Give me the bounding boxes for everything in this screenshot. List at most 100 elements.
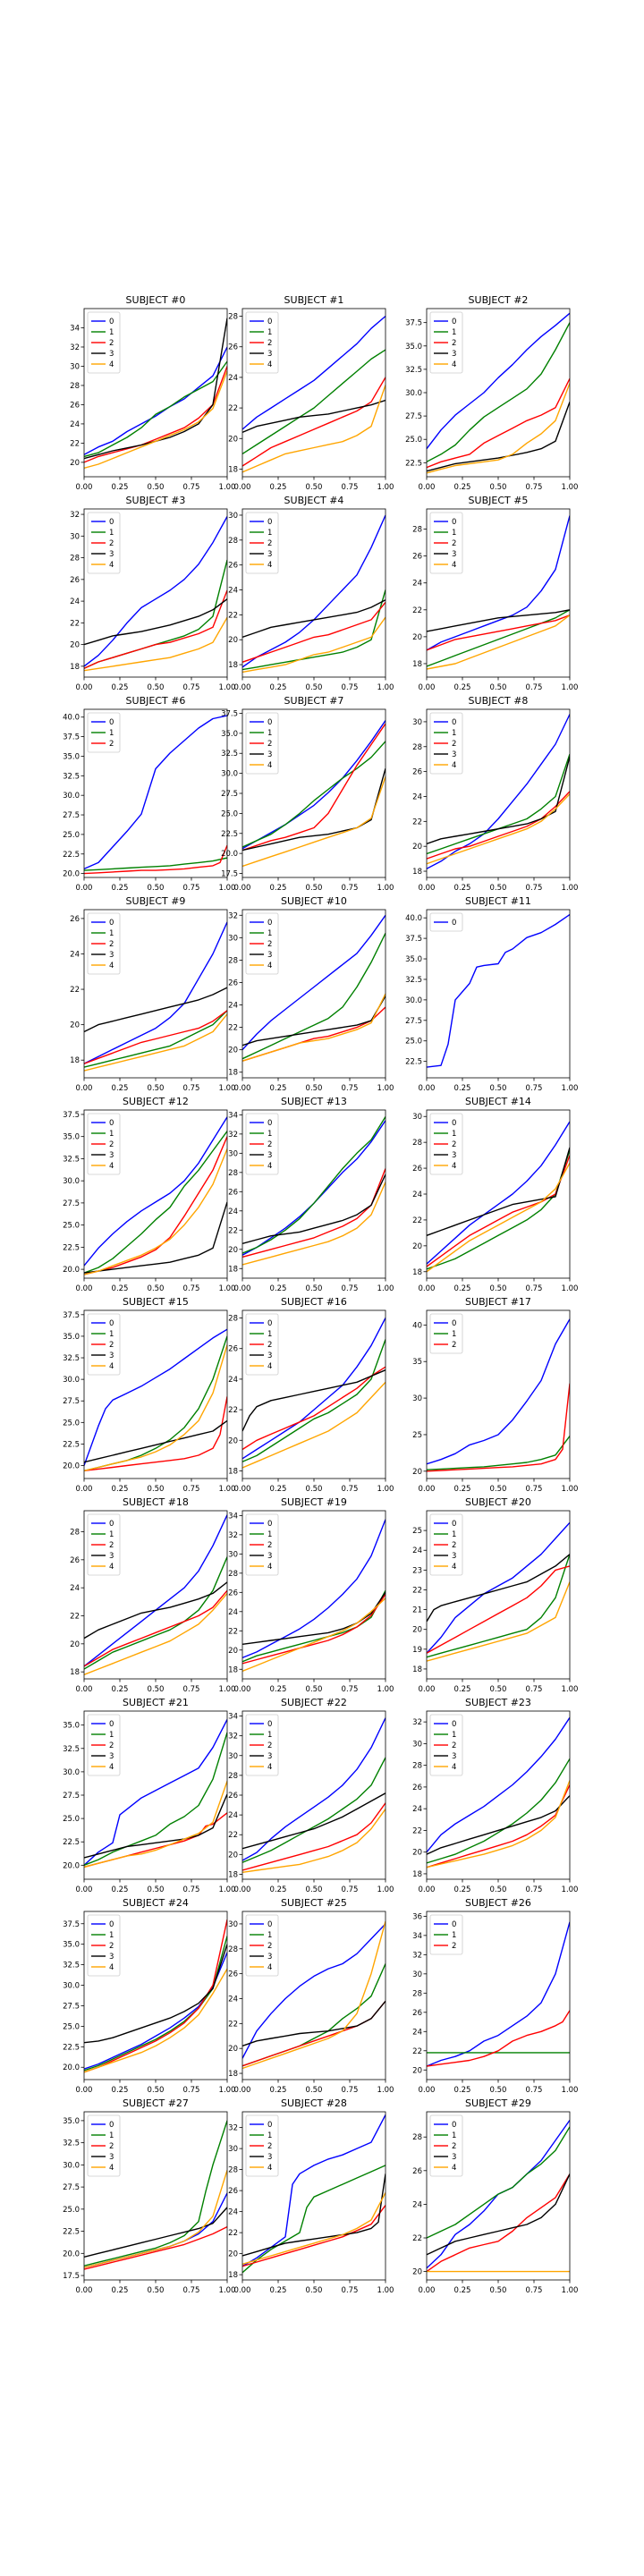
subplot-subject-19: SUBJECT #190.00 0.25 0.50 0.75 1.00182022242… [228, 1496, 394, 1694]
legend-label-1: 1 [109, 1130, 114, 1139]
subplot-subject-6: SUBJECT #6 0.00 0.25 0.50 0.75 1.00 20.0 22.5 25… [63, 695, 235, 893]
subplot-title: SUBJECT #14 [465, 1096, 531, 1107]
y-tick-label: 25.0 [63, 2206, 80, 2215]
y-tick-label: 25.0 [63, 1815, 80, 1824]
x-tick-label: 1.00 [377, 1885, 394, 1894]
x-tick-label: 0.25 [270, 683, 287, 692]
y-tick-label: 26 [412, 1784, 422, 1792]
series-line-1 [242, 741, 386, 848]
x-tick-label: 1.00 [219, 2086, 236, 2095]
y-tick-label: 26 [228, 1188, 238, 1197]
y-tick-label: 20.0 [63, 870, 80, 879]
x-tick-label: 0.25 [454, 1885, 471, 1894]
x-tick-label: 0.25 [112, 1485, 129, 1494]
y-tick-label: 22 [228, 1406, 238, 1415]
legend: 0 1 2 [429, 1313, 463, 1354]
x-tick-label: 0.00 [234, 1885, 251, 1894]
y-tick-label: 24 [228, 2208, 238, 2217]
x-tick-label: 0.00 [76, 2286, 93, 2295]
y-tick-label: 24 [228, 1208, 238, 1216]
series-line-0 [242, 1717, 386, 1861]
x-tick-label: 0.00 [234, 884, 251, 893]
legend-label-4: 4 [109, 962, 114, 970]
y-tick-label: 24 [228, 1995, 238, 2004]
legend-label-4: 4 [267, 2164, 272, 2173]
x-tick-label: 0.00 [419, 1885, 436, 1894]
subplot-title: SUBJECT #25 [281, 1897, 347, 1909]
series-line-2 [242, 723, 386, 852]
x-tick-label: 0.50 [306, 683, 323, 692]
legend-label-1: 1 [452, 1330, 456, 1339]
series-line-0 [242, 1318, 386, 1460]
legend-label-4: 4 [267, 1362, 272, 1371]
y-tick-label: 35.0 [63, 1941, 80, 1950]
series-line-3 [84, 598, 227, 646]
y-tick-label: 18 [412, 660, 422, 669]
y-tick-label: 40.0 [405, 914, 422, 923]
legend-label-1: 1 [452, 2131, 456, 2140]
y-tick-label: 35.0 [63, 2117, 80, 2126]
series-line-2 [427, 614, 570, 651]
y-tick-label: 30 [412, 1970, 422, 1979]
x-tick-label: 0.75 [526, 884, 543, 893]
legend-label-0: 0 [452, 1720, 456, 1729]
legend-label-0: 0 [267, 1119, 272, 1128]
series-line-3 [242, 996, 386, 1046]
subplot-subject-12: SUBJECT #12 0.00 0.25 0.50 0.75 1.00 20.0 22.5 2… [63, 1096, 235, 1293]
legend-label-0: 0 [452, 1520, 456, 1529]
legend-label-3: 3 [452, 1151, 456, 1160]
y-tick-label: 18 [70, 1668, 80, 1677]
subplot-subject-15: SUBJECT #15 0.00 0.25 0.50 0.75 1.00 20.0 22.5 2… [63, 1296, 235, 1494]
legend-label-2: 2 [452, 1341, 456, 1350]
series-line-4 [84, 1781, 227, 1868]
subplot-title: SUBJECT #4 [284, 495, 344, 506]
series-line-0 [242, 315, 386, 430]
x-tick-label: 0.50 [148, 1485, 165, 1494]
y-tick-label: 32 [70, 343, 80, 352]
legend-label-2: 2 [267, 339, 272, 348]
x-tick-label: 0.25 [270, 1685, 287, 1694]
subplot-subject-7: SUBJECT #70.00 0.25 0.50 0.75 1.0017.520.022… [221, 695, 394, 893]
x-tick-label: 1.00 [562, 2286, 579, 2295]
x-tick-label: 1.00 [377, 2286, 394, 2295]
legend-label-3: 3 [109, 951, 114, 960]
y-tick-label: 20.0 [63, 1462, 80, 1471]
series-line-4 [242, 1920, 386, 2070]
x-tick-label: 0.75 [526, 1084, 543, 1093]
x-tick-label: 0.00 [419, 683, 436, 692]
x-tick-label: 0.25 [454, 1084, 471, 1093]
legend-label-1: 1 [109, 1530, 114, 1539]
subplot-subject-24: SUBJECT #24 0.00 0.25 0.50 0.75 1.00 20.0 22.5 2… [63, 1897, 235, 2095]
y-tick-label: 18 [228, 1467, 238, 1476]
y-tick-label: 35.0 [405, 343, 422, 352]
x-tick-label: 1.00 [219, 1284, 236, 1293]
y-tick-label: 25.0 [63, 1419, 80, 1428]
series-line-4 [242, 616, 386, 674]
y-tick-label: 27.5 [63, 2002, 80, 2011]
y-tick-label: 22 [228, 611, 238, 620]
series-line-2 [84, 1010, 227, 1064]
x-tick-label: 0.00 [76, 2086, 93, 2095]
x-tick-label: 0.00 [76, 1885, 93, 1894]
x-tick-label: 0.75 [183, 1485, 200, 1494]
x-tick-label: 0.00 [76, 1284, 93, 1293]
y-tick-label: 35.0 [63, 1722, 80, 1731]
subplot-subject-18: SUBJECT #180.00 0.25 0.50 0.75 1.00182022242… [70, 1496, 235, 1694]
x-tick-label: 0.75 [183, 1685, 200, 1694]
legend-label-0: 0 [267, 1920, 272, 1929]
x-tick-label: 0.25 [454, 1485, 471, 1494]
legend-label-3: 3 [109, 1352, 114, 1360]
x-tick-label: 0.25 [112, 683, 129, 692]
x-tick-label: 0.25 [112, 1284, 129, 1293]
x-tick-label: 0.50 [306, 1685, 323, 1694]
series-line-0 [84, 1328, 227, 1466]
x-tick-label: 0.75 [183, 483, 200, 492]
x-tick-label: 0.00 [234, 1685, 251, 1694]
legend-label-2: 2 [267, 539, 272, 548]
series-line-3 [242, 1369, 386, 1432]
